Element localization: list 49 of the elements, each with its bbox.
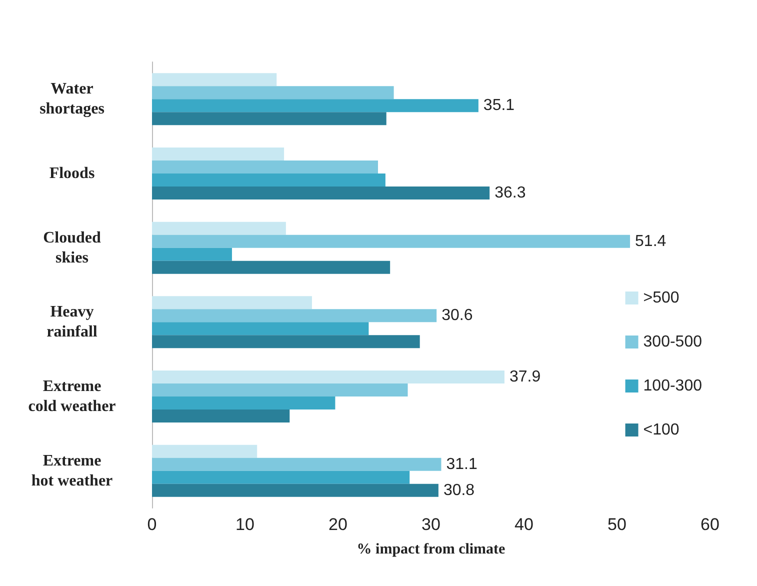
data-label: 35.1 [483,97,515,114]
legend-label: >500 [643,290,680,306]
x-tick-label: 10 [236,515,254,534]
x-tick-label: 40 [514,515,534,534]
bar [152,160,378,174]
data-label: 30.6 [442,307,473,324]
bar [152,186,490,200]
bar [152,112,386,126]
bar [152,444,258,458]
bar [152,234,630,248]
y-tick-label: Water shortages [40,80,104,118]
bar [152,148,284,160]
y-tick-label: Floods [49,165,95,182]
x-axis-title: % impact from climate [356,542,506,558]
bar [152,410,290,422]
x-tick-label: 50 [608,515,626,534]
data-label: 31.1 [446,456,478,473]
bar [152,470,410,484]
bar [152,174,386,186]
x-tick-label: 20 [328,515,348,534]
legend-label: <100 [643,422,680,438]
bar [152,73,277,86]
data-label: 37.9 [509,368,541,386]
bar [152,222,286,235]
x-tick-label: 60 [700,515,720,534]
y-tick-label: Clouded skies [43,229,101,266]
y-tick-label: Heavy rainfall [46,304,98,341]
legend-label: 100-300 [643,378,702,394]
bar [152,384,408,396]
x-tick-label: 30 [422,515,440,534]
data-label: 36.3 [494,184,526,202]
bar [152,322,369,336]
bar [152,309,437,322]
bar [152,99,478,112]
data-label: 30.8 [443,482,475,499]
bar [152,86,394,100]
bar [152,458,442,471]
legend-label: 300-500 [643,334,702,350]
bar [152,296,312,310]
bar [152,396,336,410]
y-tick-label: Extreme cold weather [28,378,116,415]
bar [152,260,390,274]
bar [152,484,438,497]
bar [152,248,232,261]
data-label: 51.4 [635,232,666,250]
y-tick-label: Extreme hot weather [31,452,113,490]
bar [152,370,504,384]
bar [152,335,420,348]
x-tick-label: 0 [147,515,157,534]
